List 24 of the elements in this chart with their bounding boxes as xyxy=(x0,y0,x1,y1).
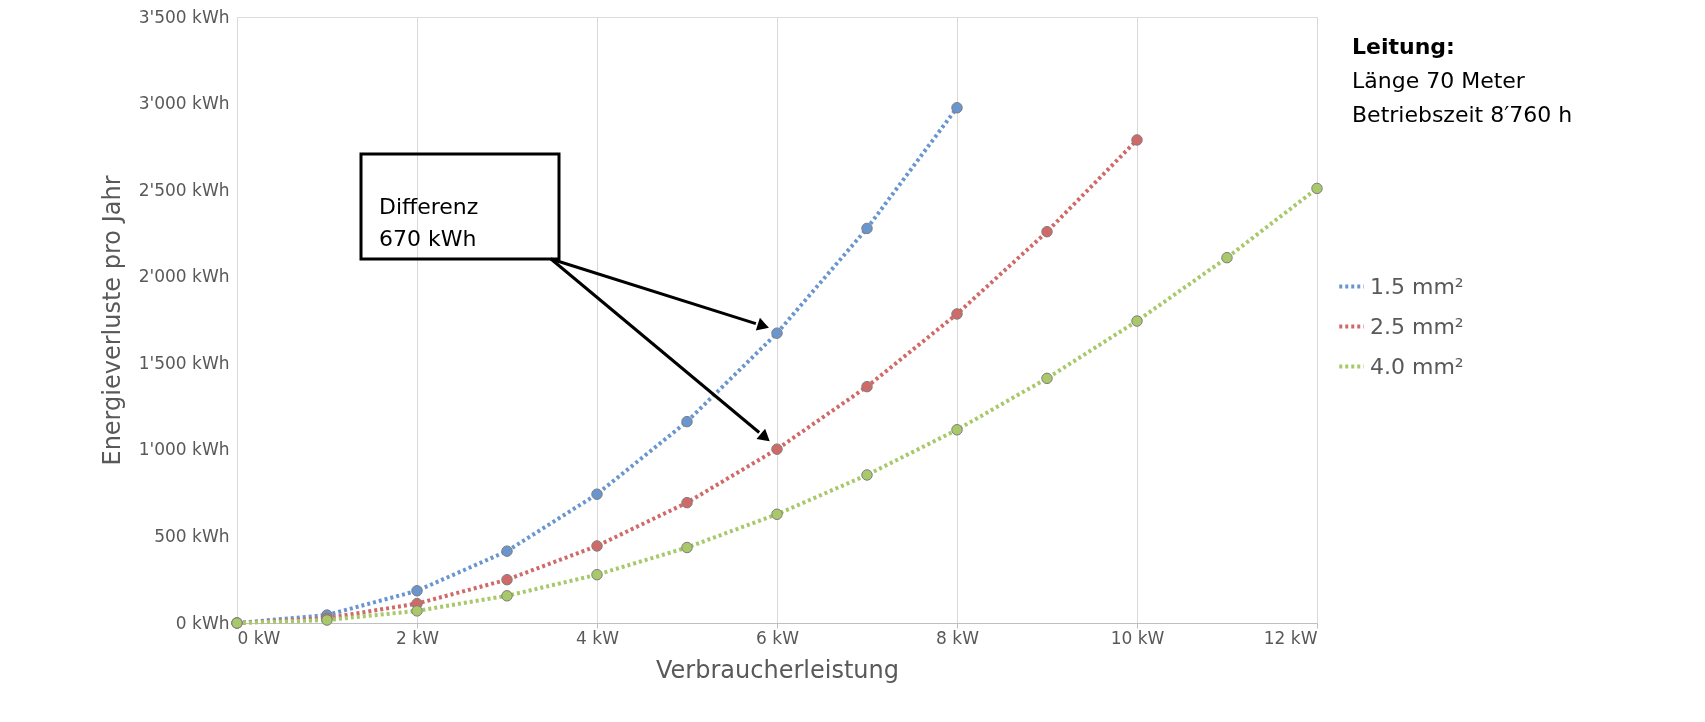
x-tick-label: 0 kW xyxy=(237,627,281,648)
legend-label: 2.5 mm² xyxy=(1370,313,1464,339)
y-tick-label: 2'000 kWh xyxy=(138,266,230,287)
y-tick-label: 1'500 kWh xyxy=(138,352,230,373)
text: Länge 70 Meter xyxy=(1352,68,1526,93)
text: Betriebszeit 8′760 h xyxy=(1352,102,1573,127)
y-tick-label: 2'500 kWh xyxy=(138,179,230,200)
y-tick-label: 3'000 kWh xyxy=(138,93,230,114)
y-tick-label: 1'000 kWh xyxy=(138,439,230,460)
legend-label: 1.5 mm² xyxy=(1370,273,1464,299)
legend-label: 4.0 mm² xyxy=(1370,353,1464,379)
x-axis-title: Verbraucherleistung xyxy=(656,655,899,684)
x-tick-label: 6 kW xyxy=(756,627,800,648)
y-tick-label: 3'500 kWh xyxy=(138,6,230,27)
x-tick-label: 12 kW xyxy=(1263,627,1318,648)
annotation: Differenz 670 kWh xyxy=(379,193,479,251)
y-tick-label: 0 kWh xyxy=(175,612,230,633)
x-tick-label: 8 kW xyxy=(936,627,980,648)
x-tick-label: 2 kW xyxy=(396,627,440,648)
y-axis-title: Energieverluste pro Jahr xyxy=(97,175,126,466)
x-tick-label: 10 kW xyxy=(1110,627,1165,648)
text: Leitung: xyxy=(1352,34,1455,59)
y-tick-label: 500 kWh xyxy=(154,525,230,546)
x-tick-label: 4 kW xyxy=(576,627,620,648)
